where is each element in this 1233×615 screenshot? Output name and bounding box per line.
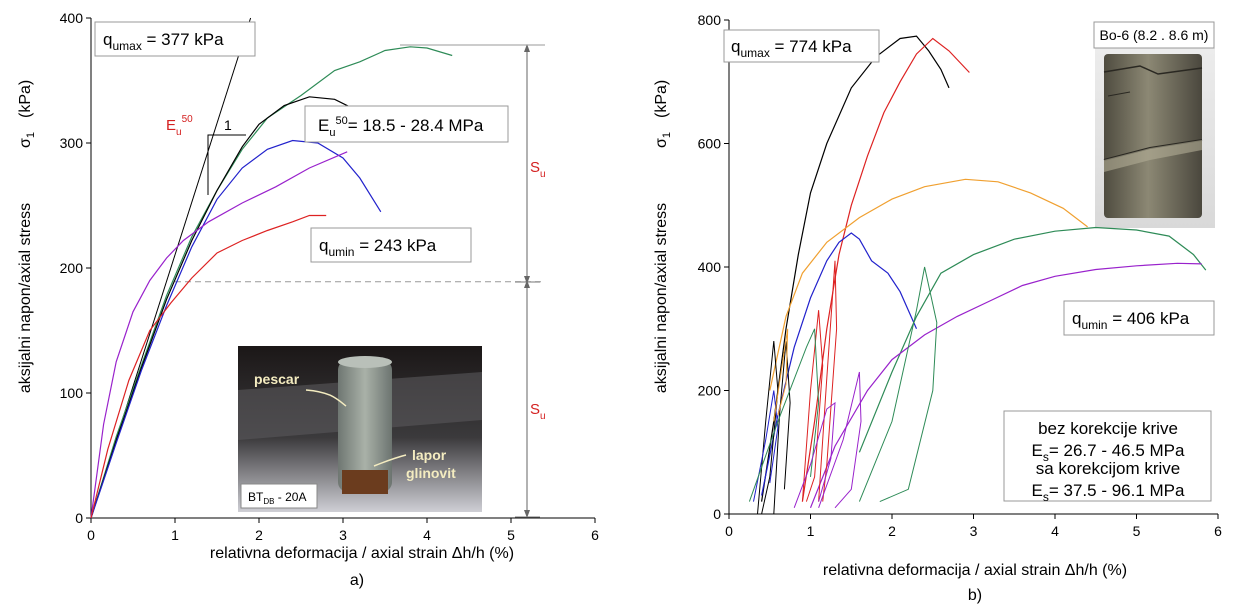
loop-line-7 [793, 401, 836, 508]
y-tick-label: 800 [698, 12, 722, 28]
x-tick-label: 0 [87, 527, 95, 543]
arrow-down-2 [524, 510, 530, 518]
loop-line-9 [773, 328, 789, 422]
eu50-box [304, 105, 509, 143]
svg-text:σ1: σ1 [653, 132, 673, 148]
qumax-text-b: qumax = 774 kPa [731, 37, 852, 60]
y-tick-label: 0 [713, 506, 721, 522]
svg-text:(kPa): (kPa) [17, 80, 34, 118]
arrow-up-1 [524, 44, 530, 52]
series-line-b-5 [809, 262, 1202, 509]
qumax-text-a: qumax = 377 kPa [103, 30, 224, 53]
x-tick-label: 1 [807, 523, 815, 539]
qumin-box-a [310, 227, 472, 263]
su-upper-label: Su [530, 159, 546, 180]
arrow-up-2 [524, 280, 530, 288]
y-axis-label-a: aksijalni napon/axial stress σ1 (kPa) [17, 80, 37, 393]
x-tick-label: 6 [591, 527, 599, 543]
series-line-b-3 [761, 232, 918, 496]
y-tick-label: 0 [75, 510, 83, 526]
x-tick-label: 2 [255, 527, 263, 543]
legend-box-b [1003, 410, 1212, 502]
ticks-a: 0 1 2 3 4 5 6 0 100 200 300 400 [60, 10, 599, 543]
x-tick-label: 6 [1214, 523, 1222, 539]
slope-triangle [207, 134, 246, 195]
loop-line-4 [753, 390, 779, 502]
svg-text:σ1: σ1 [17, 132, 37, 148]
legend-line-3: sa korekcijom krive [1036, 459, 1181, 478]
series-line-a-3 [90, 151, 348, 519]
qumin-text-b: qumin = 406 kPa [1072, 309, 1190, 332]
sample-photo-a: pescar lapor glinovit BTDB - 20A [238, 346, 482, 512]
y-axis-label-b: aksijalni napon/axial stress σ1 (kPa) [653, 80, 673, 393]
y-tick-label: 200 [60, 260, 84, 276]
loop-line-2 [801, 310, 824, 502]
x-tick-label: 4 [423, 527, 431, 543]
y-tick-label: 400 [60, 10, 84, 26]
legend-line-2: Es= 26.7 - 46.5 MPa [1032, 441, 1185, 464]
loop-line-3 [818, 260, 838, 502]
unload-reload-loops-b [748, 260, 938, 515]
panel-label-a: a) [350, 572, 364, 589]
x-tick-label: 0 [725, 523, 733, 539]
svg-text:aksijalni napon/axial stress: aksijalni napon/axial stress [17, 203, 34, 393]
qumin-box-b [1063, 300, 1215, 336]
y-tick-label: 100 [60, 385, 84, 401]
slope-one-label: 1 [224, 117, 232, 133]
loop-line-0 [757, 341, 779, 515]
svg-text:aksijalni napon/axial stress: aksijalni napon/axial stress [653, 203, 670, 393]
x-tick-label: 2 [888, 523, 896, 539]
x-tick-label: 5 [507, 527, 515, 543]
x-tick-label: 3 [970, 523, 978, 539]
y-tick-label: 200 [698, 383, 722, 399]
loop-line-5 [748, 328, 820, 502]
eu50-text: Eu50= 18.5 - 28.4 MPa [318, 115, 484, 139]
photo-label-lapor: lapor [412, 447, 447, 463]
photo-caption-a: BTDB - 20A [248, 490, 306, 506]
photo-label-pescar: pescar [254, 371, 300, 387]
series-line-b-4 [858, 226, 1207, 453]
qumax-box-b [723, 29, 880, 63]
series-line-b-1 [801, 37, 970, 502]
panel-a: 0 1 2 3 4 5 6 0 100 200 300 400 1 Eu50 Su Su [17, 10, 599, 589]
sample-photo-b [1095, 48, 1215, 228]
qumin-text-a: qumin = 243 kPa [319, 236, 437, 259]
x-tick-label: 3 [339, 527, 347, 543]
su-lower-label: Su [530, 401, 546, 422]
panel-label-b: b) [968, 587, 982, 604]
series-line-b-2 [769, 178, 1088, 391]
sample-label-b: Bo-6 (8.2 . 8.6 m) [1100, 27, 1209, 43]
series-line-b-0 [761, 35, 950, 502]
y-tick-label: 600 [698, 136, 722, 152]
y-tick-label: 300 [60, 135, 84, 151]
loop-line-6 [858, 266, 938, 503]
x-axis-label-a: relativna deformacija / axial strain Δh/… [210, 545, 514, 562]
y-tick-label: 400 [698, 259, 722, 275]
x-tick-label: 4 [1051, 523, 1059, 539]
qumax-box-a [94, 21, 256, 57]
svg-text:(kPa): (kPa) [653, 80, 670, 118]
x-axis-label-b: relativna deformacija / axial strain Δh/… [823, 562, 1127, 579]
ticks-b: 0 1 2 3 4 5 6 0 200 400 600 800 [698, 12, 1222, 539]
x-tick-label: 5 [1133, 523, 1141, 539]
series-a [90, 46, 453, 519]
legend-line-1: bez korekcije krive [1038, 419, 1178, 438]
photo-label-glinovit: glinovit [406, 465, 456, 481]
series-line-a-4 [90, 214, 327, 519]
sample-box-b [1093, 21, 1215, 49]
loop-line-8 [818, 371, 862, 509]
series-line-a-1 [90, 96, 361, 519]
eu50-red-label: Eu50 [166, 114, 193, 138]
legend-line-4: Es= 37.5 - 96.1 MPa [1032, 481, 1185, 504]
series-b [761, 35, 1207, 509]
x-tick-label: 1 [171, 527, 179, 543]
series-line-a-2 [90, 139, 382, 519]
